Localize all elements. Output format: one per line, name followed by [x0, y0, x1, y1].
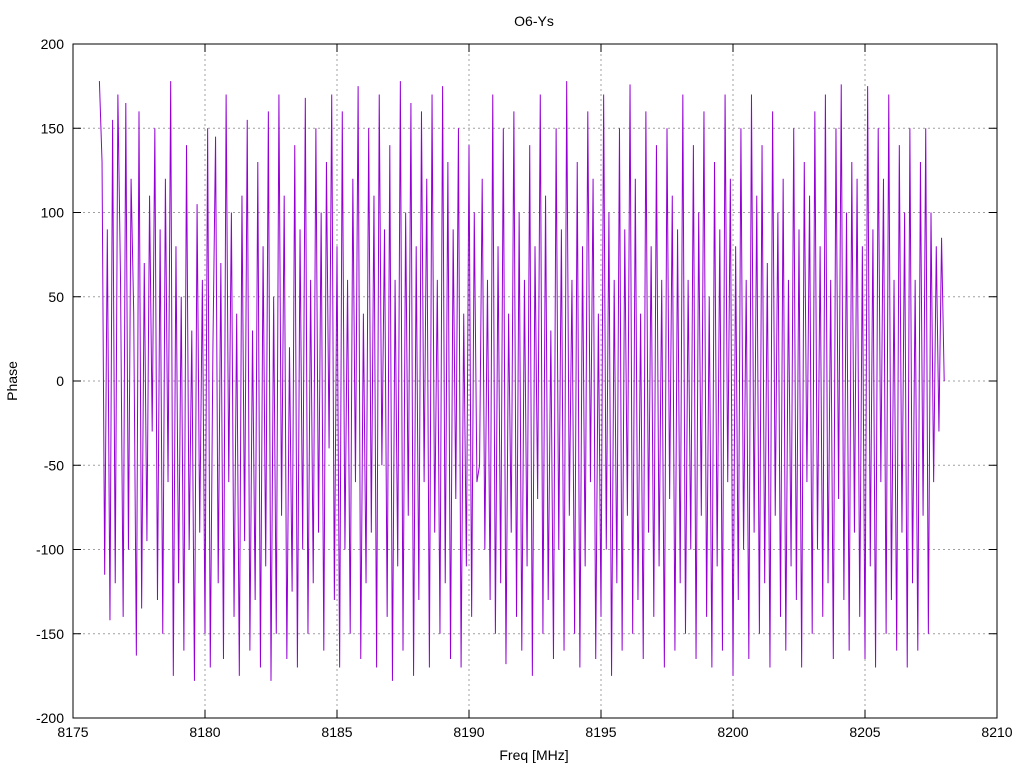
x-axis-label: Freq [MHz] — [499, 747, 568, 763]
y-tick-labels: -200 -150 -100 -50 0 50 100 150 200 — [36, 36, 64, 726]
x-tick-label: 8185 — [321, 724, 352, 740]
x-tick-label: 8175 — [57, 724, 88, 740]
tick-marks — [72, 43, 998, 719]
y-axis-label: Phase — [4, 361, 20, 401]
y-tick-label: -200 — [36, 710, 64, 726]
y-tick-label: 50 — [48, 289, 64, 305]
x-tick-label: 8190 — [453, 724, 484, 740]
y-tick-label: 100 — [41, 205, 65, 221]
chart-title: O6-Ys — [514, 13, 554, 29]
series-layer — [98, 81, 945, 681]
y-tick-label: 150 — [41, 120, 65, 136]
x-tick-labels: 8175 8180 8185 8190 8195 8200 8205 8210 — [57, 724, 1012, 740]
x-tick-label: 8205 — [849, 724, 880, 740]
phase-series-line — [98, 81, 945, 681]
x-tick-label: 8200 — [717, 724, 748, 740]
y-tick-label: 200 — [41, 36, 65, 52]
y-tick-label: -100 — [36, 542, 64, 558]
x-tick-label: 8180 — [189, 724, 220, 740]
y-tick-label: -50 — [44, 457, 64, 473]
x-tick-label: 8210 — [981, 724, 1012, 740]
y-tick-label: 0 — [56, 373, 64, 389]
y-tick-label: -150 — [36, 626, 64, 642]
x-tick-label: 8195 — [585, 724, 616, 740]
